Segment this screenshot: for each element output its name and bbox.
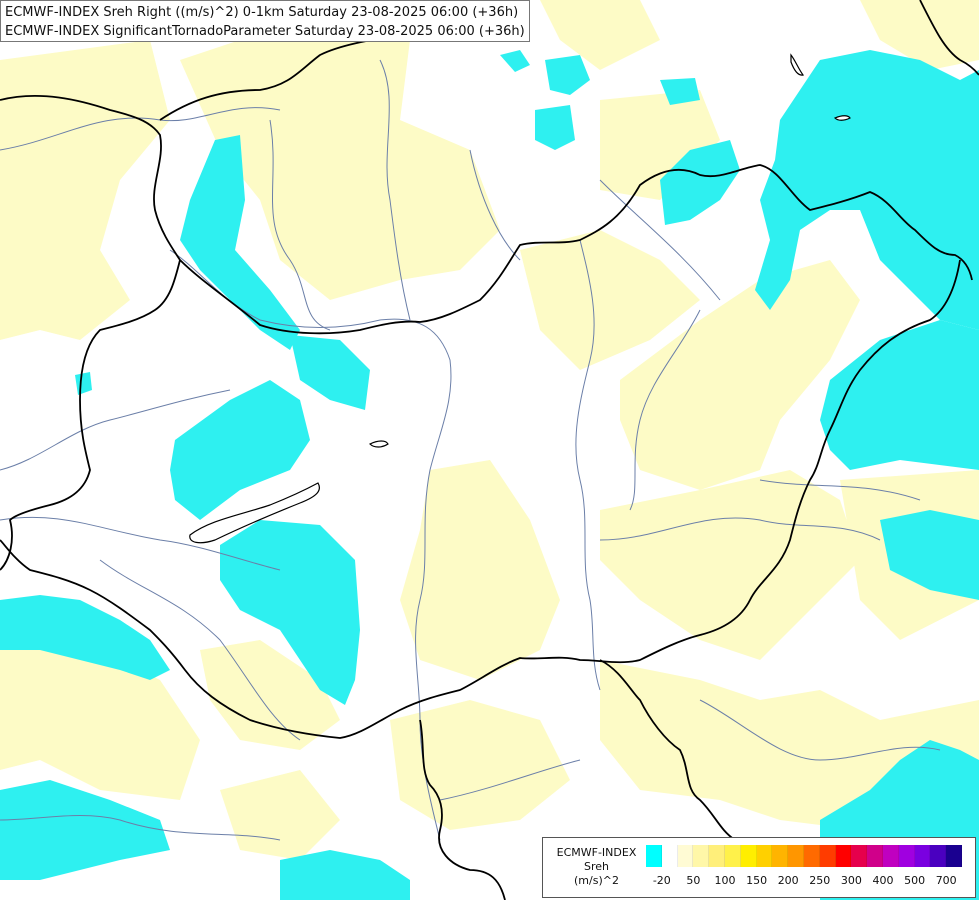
legend-swatch <box>693 845 710 867</box>
legend-swatch <box>724 845 741 867</box>
legend-swatch <box>867 845 883 867</box>
legend-title-source: ECMWF-INDEX <box>556 846 637 859</box>
legend-swatch <box>772 845 789 867</box>
legend-swatch <box>898 845 915 867</box>
legend-swatch <box>709 845 725 867</box>
legend-tick-label: 400 <box>872 874 894 887</box>
legend-swatch <box>788 845 804 867</box>
legend-swatch <box>819 845 836 867</box>
legend-tick-label: 700 <box>935 874 957 887</box>
legend-tick-label: 100 <box>714 874 736 887</box>
legend-swatch <box>646 845 662 867</box>
legend-tick-label: 50 <box>686 874 701 887</box>
legend-tick-labels: -20 50 100 150 200 250 300 400 500 700 <box>646 874 968 890</box>
legend-swatch <box>835 845 852 867</box>
lakes <box>189 53 851 544</box>
legend-swatch <box>803 845 820 867</box>
sreh-low-areas <box>0 0 979 860</box>
title-stp: ECMWF-INDEX SignificantTornadoParameter … <box>5 24 525 39</box>
legend-swatch <box>851 845 868 867</box>
legend-title: ECMWF-INDEX Sreh (m/s)^2 <box>549 846 644 888</box>
rivers <box>0 59 941 841</box>
legend: ECMWF-INDEX Sreh (m/s)^2 -20 50 100 150 200 2… <box>542 837 976 898</box>
map-title-box: ECMWF-INDEX Sreh Right ((m/s)^2) 0-1km S… <box>0 0 530 42</box>
legend-swatch <box>740 845 757 867</box>
legend-swatch <box>882 845 899 867</box>
legend-swatch <box>946 845 962 867</box>
legend-tick-label: 200 <box>777 874 799 887</box>
sreh-negative-areas <box>0 50 979 900</box>
legend-tick-label: 300 <box>840 874 862 887</box>
legend-swatch <box>661 845 678 867</box>
legend-title-unit: (m/s)^2 <box>574 874 619 887</box>
legend-tick-label: -20 <box>652 874 671 887</box>
legend-tick-label: 250 <box>809 874 831 887</box>
legend-tick-label: 500 <box>904 874 926 887</box>
legend-swatch <box>930 845 947 867</box>
legend-tick-label: 150 <box>746 874 768 887</box>
legend-swatch <box>677 845 694 867</box>
title-sreh: ECMWF-INDEX Sreh Right ((m/s)^2) 0-1km S… <box>5 5 519 20</box>
legend-color-scale <box>646 845 962 867</box>
legend-swatch <box>756 845 773 867</box>
legend-title-variable: Sreh <box>583 860 609 873</box>
legend-swatch <box>914 845 931 867</box>
